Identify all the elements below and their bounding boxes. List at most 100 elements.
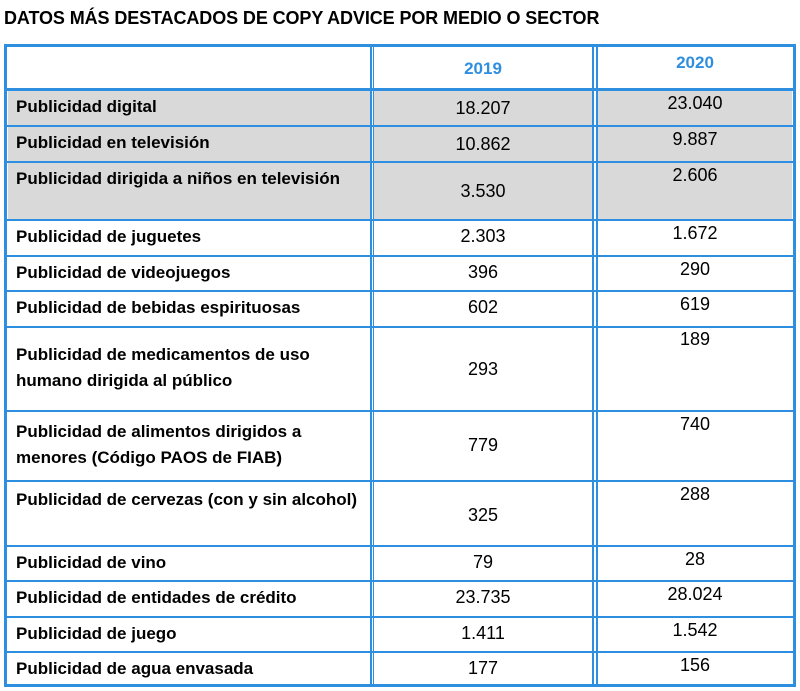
value-2020-text: 23.040 (667, 93, 723, 113)
table-row: Publicidad de juego 1.411 1.542 (4, 617, 796, 652)
value-2019-text: 325 (467, 505, 499, 525)
table-border (4, 255, 796, 257)
table-row: Publicidad dirigida a niños en televisió… (4, 162, 796, 220)
table-border (4, 161, 796, 163)
value-2019: 2.303 (374, 220, 592, 256)
table-border (370, 44, 372, 687)
value-2019-text: 10.862 (455, 134, 511, 154)
table-row: Publicidad de vino 79 28 (4, 546, 796, 581)
value-2020-text: 1.542 (672, 620, 718, 640)
page-title: DATOS MÁS DESTACADOS DE COPY ADVICE POR … (4, 8, 600, 28)
row-label: Publicidad de bebidas espirituosas (16, 298, 301, 317)
value-2019-text: 2.303 (460, 226, 506, 246)
value-2020: 156 (598, 652, 792, 687)
value-2020: 28.024 (598, 581, 792, 617)
value-2019: 779 (374, 411, 592, 481)
value-2019-text: 293 (467, 359, 499, 379)
table-border (592, 44, 594, 687)
table-border (4, 580, 796, 582)
value-2020-text: 1.672 (672, 223, 718, 243)
table-row: Publicidad digital 18.207 23.040 (4, 90, 796, 126)
table-border (4, 125, 796, 127)
table-row: Publicidad de entidades de crédito 23.73… (4, 581, 796, 617)
header-cell-2020: 2020 (598, 44, 792, 90)
table-row: Publicidad de alimentos dirigidos a meno… (4, 411, 796, 481)
table-row: Publicidad de agua envasada 177 156 (4, 652, 796, 687)
value-2019-text: 79 (472, 552, 494, 572)
table-border (4, 44, 7, 687)
table-row: Publicidad de medicamentos de uso humano… (4, 327, 796, 411)
table-border (4, 684, 796, 687)
value-2019-text: 602 (467, 297, 499, 317)
row-label: Publicidad de vino (16, 553, 167, 572)
table-border (596, 44, 598, 687)
row-label: Publicidad digital (8, 90, 370, 126)
value-2019: 1.411 (374, 617, 592, 652)
value-2019: 396 (374, 256, 592, 291)
row-label: Publicidad de entidades de crédito (16, 588, 297, 607)
table-border (373, 44, 374, 687)
value-2020: 288 (598, 481, 792, 546)
table-row: Publicidad en televisión 10.862 9.887 (4, 126, 796, 162)
value-2020-text: 288 (679, 484, 711, 504)
table-border (4, 410, 796, 412)
value-2020: 2.606 (598, 162, 792, 220)
value-2020: 619 (598, 291, 792, 327)
value-2019: 18.207 (374, 90, 592, 126)
value-2020-text: 2.606 (672, 165, 718, 185)
header-2020-text: 2020 (676, 53, 714, 72)
value-2020: 1.542 (598, 617, 792, 652)
row-label: Publicidad dirigida a niños en televisió… (8, 162, 370, 220)
header-cell-label (8, 44, 370, 90)
value-2019-text: 1.411 (461, 623, 505, 643)
table-border (4, 326, 796, 328)
value-2020: 9.887 (598, 126, 792, 162)
value-2020-text: 619 (679, 294, 711, 314)
table-border (4, 545, 796, 547)
value-2020: 740 (598, 411, 792, 481)
table-row: Publicidad de videojuegos 396 290 (4, 256, 796, 291)
row-label: Publicidad de alimentos dirigidos a meno… (16, 422, 302, 467)
row-label: Publicidad de juguetes (16, 227, 202, 246)
value-2019-text: 3.530 (460, 181, 506, 201)
value-2019: 10.862 (374, 126, 592, 162)
data-table: 2019 2020 Publicidad digital 18.207 23.0… (4, 44, 796, 687)
value-2020: 189 (598, 327, 792, 411)
value-2019: 293 (374, 327, 592, 411)
table-border (4, 219, 796, 221)
value-2019: 177 (374, 652, 592, 687)
value-2020: 28 (598, 546, 792, 581)
header-cell-2019: 2019 (374, 44, 592, 90)
value-2019: 23.735 (374, 581, 592, 617)
value-2020-text: 156 (679, 655, 711, 675)
row-label: Publicidad de videojuegos (16, 263, 231, 282)
value-2020: 290 (598, 256, 792, 291)
row-label: Publicidad de agua envasada (16, 659, 254, 678)
value-2019-text: 396 (467, 262, 499, 282)
value-2020-text: 28.024 (667, 584, 723, 604)
value-2020-text: 28 (684, 549, 706, 569)
table-border (4, 88, 796, 91)
header-2019-text: 2019 (464, 59, 502, 78)
row-label: Publicidad de medicamentos de uso humano… (16, 345, 310, 390)
value-2019: 325 (374, 481, 592, 546)
table-row: Publicidad de cervezas (con y sin alcoho… (4, 481, 796, 546)
table-border (4, 44, 796, 47)
row-label: Publicidad en televisión (8, 126, 370, 162)
value-2019: 3.530 (374, 162, 592, 220)
value-2019: 602 (374, 291, 592, 327)
value-2020: 23.040 (598, 90, 792, 126)
value-2019-text: 18.207 (455, 98, 511, 118)
value-2020-text: 740 (679, 414, 711, 434)
value-2020-text: 189 (679, 329, 711, 349)
table-border (793, 44, 796, 687)
table-border (4, 651, 796, 653)
value-2019: 79 (374, 546, 592, 581)
row-label: Publicidad de cervezas (con y sin alcoho… (16, 490, 358, 509)
table-border (4, 480, 796, 482)
value-2020-text: 290 (679, 259, 711, 279)
table-row: Publicidad de bebidas espirituosas 602 6… (4, 291, 796, 327)
table-header-row: 2019 2020 (4, 44, 796, 90)
value-2019-text: 177 (467, 658, 499, 678)
value-2020: 1.672 (598, 220, 792, 256)
